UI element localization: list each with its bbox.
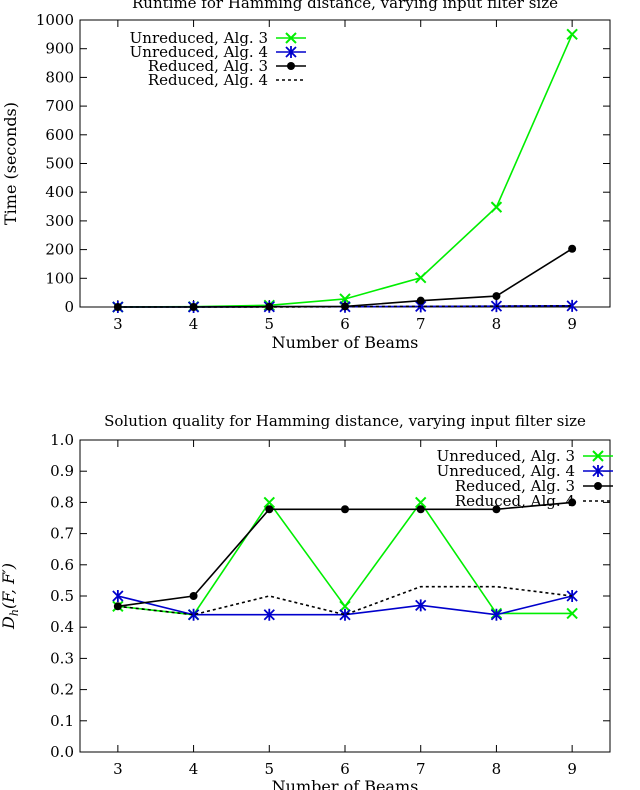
chart-1: Runtime for Hamming distance, varying in… bbox=[1, 0, 611, 352]
y-tick-label: 900 bbox=[45, 40, 74, 58]
data-point bbox=[415, 599, 427, 612]
data-point bbox=[492, 505, 501, 514]
y-tick-label: 0 bbox=[64, 298, 74, 316]
x-tick-label: 8 bbox=[492, 760, 502, 778]
x-tick-label: 7 bbox=[416, 315, 426, 333]
y-tick-label: 200 bbox=[45, 241, 74, 259]
data-point bbox=[415, 272, 427, 284]
series-1 bbox=[112, 496, 578, 621]
data-point bbox=[341, 302, 349, 311]
data-point bbox=[187, 608, 200, 621]
y-tick-label: 1000 bbox=[36, 11, 74, 29]
y-tick-label: 700 bbox=[45, 97, 74, 115]
data-point bbox=[492, 292, 501, 301]
x-tick-label: 9 bbox=[567, 760, 577, 778]
y-tick-label: 400 bbox=[45, 183, 74, 201]
data-point bbox=[416, 505, 425, 514]
y-tick-label: 0.6 bbox=[50, 556, 74, 574]
y-tick-label: 800 bbox=[45, 68, 74, 86]
y-axis-label: Time (seconds) bbox=[1, 102, 20, 225]
legend-marker bbox=[285, 46, 297, 58]
y-axis-label-sub: h bbox=[8, 609, 21, 616]
legend-marker bbox=[592, 450, 604, 462]
data-point bbox=[566, 607, 578, 620]
series-3 bbox=[113, 498, 577, 611]
legend-label: Reduced, Alg. 3 bbox=[148, 57, 268, 75]
legend-label: Unreduced, Alg. 3 bbox=[130, 29, 268, 47]
chart-2: Solution quality for Hamming distance, v… bbox=[0, 412, 613, 790]
y-tick-label: 300 bbox=[45, 212, 74, 230]
y-tick-label: 0.9 bbox=[50, 462, 74, 480]
legend-label: Reduced, Alg. 4 bbox=[455, 492, 575, 510]
series-line bbox=[117, 501, 573, 616]
series-3 bbox=[113, 244, 577, 311]
legend-marker bbox=[594, 482, 602, 490]
x-tick-label: 3 bbox=[113, 315, 123, 333]
x-axis-label: Number of Beams bbox=[272, 333, 419, 352]
legend-label: Reduced, Alg. 4 bbox=[148, 71, 268, 89]
legend-label: Unreduced, Alg. 4 bbox=[437, 462, 575, 480]
data-point bbox=[263, 608, 275, 621]
series-line bbox=[117, 501, 573, 608]
data-point bbox=[339, 600, 351, 613]
data-point bbox=[490, 201, 503, 213]
x-tick-label: 5 bbox=[265, 760, 275, 778]
x-tick-label: 8 bbox=[492, 315, 502, 333]
chart-title: Solution quality for Hamming distance, v… bbox=[104, 412, 586, 430]
data-point bbox=[566, 590, 578, 602]
legend-label: Unreduced, Alg. 4 bbox=[130, 43, 268, 61]
y-tick-label: 600 bbox=[45, 126, 74, 144]
x-tick-label: 4 bbox=[189, 760, 199, 778]
data-point bbox=[566, 28, 578, 41]
x-tick-label: 9 bbox=[567, 315, 577, 333]
data-point bbox=[341, 505, 349, 514]
data-point bbox=[112, 590, 124, 602]
y-tick-label: 0.0 bbox=[50, 743, 74, 761]
y-tick-label: 0.7 bbox=[50, 525, 74, 543]
y-axis-label-main: D bbox=[0, 616, 18, 630]
legend-label: Unreduced, Alg. 3 bbox=[437, 447, 575, 465]
data-point bbox=[189, 303, 198, 311]
legend-marker bbox=[592, 465, 604, 477]
y-tick-label: 0.2 bbox=[50, 681, 74, 699]
series-2 bbox=[112, 590, 578, 621]
x-tick-label: 6 bbox=[340, 315, 350, 333]
legend-marker bbox=[287, 62, 295, 70]
data-point bbox=[265, 505, 274, 514]
legend-label: Reduced, Alg. 3 bbox=[455, 477, 575, 495]
data-point bbox=[568, 244, 577, 253]
data-point bbox=[263, 496, 275, 509]
y-axis-label: Dh(F, F′) bbox=[0, 563, 21, 630]
data-point bbox=[490, 608, 503, 621]
y-tick-label: 0.1 bbox=[50, 712, 74, 730]
y-tick-label: 100 bbox=[45, 269, 74, 287]
data-point bbox=[568, 498, 577, 507]
data-point bbox=[189, 592, 198, 600]
y-tick-label: 0.4 bbox=[50, 618, 74, 636]
x-tick-label: 3 bbox=[113, 760, 123, 778]
data-point bbox=[416, 296, 425, 305]
y-axis-label-args: (F, F′) bbox=[0, 563, 18, 609]
y-tick-label: 1.0 bbox=[50, 431, 74, 449]
y-tick-label: 0.5 bbox=[50, 587, 74, 605]
y-tick-label: 0.8 bbox=[50, 493, 74, 511]
legend-marker bbox=[285, 32, 297, 44]
x-tick-label: 6 bbox=[340, 760, 350, 778]
data-point bbox=[339, 608, 351, 621]
chart-title: Runtime for Hamming distance, varying in… bbox=[132, 0, 558, 12]
y-tick-label: 0.3 bbox=[50, 649, 74, 667]
y-tick-label: 500 bbox=[45, 155, 74, 173]
data-point bbox=[566, 299, 578, 312]
series-4 bbox=[117, 305, 573, 308]
series-line bbox=[117, 305, 573, 308]
x-tick-label: 5 bbox=[265, 315, 275, 333]
x-tick-label: 4 bbox=[189, 315, 199, 333]
x-axis-label: Number of Beams bbox=[272, 777, 419, 790]
data-point bbox=[415, 496, 427, 509]
x-tick-label: 7 bbox=[416, 760, 426, 778]
